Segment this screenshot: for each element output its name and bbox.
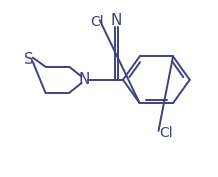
- Text: Cl: Cl: [90, 15, 104, 29]
- Text: N: N: [111, 13, 122, 28]
- Text: S: S: [24, 52, 34, 67]
- Text: N: N: [78, 72, 90, 87]
- Text: Cl: Cl: [160, 126, 173, 140]
